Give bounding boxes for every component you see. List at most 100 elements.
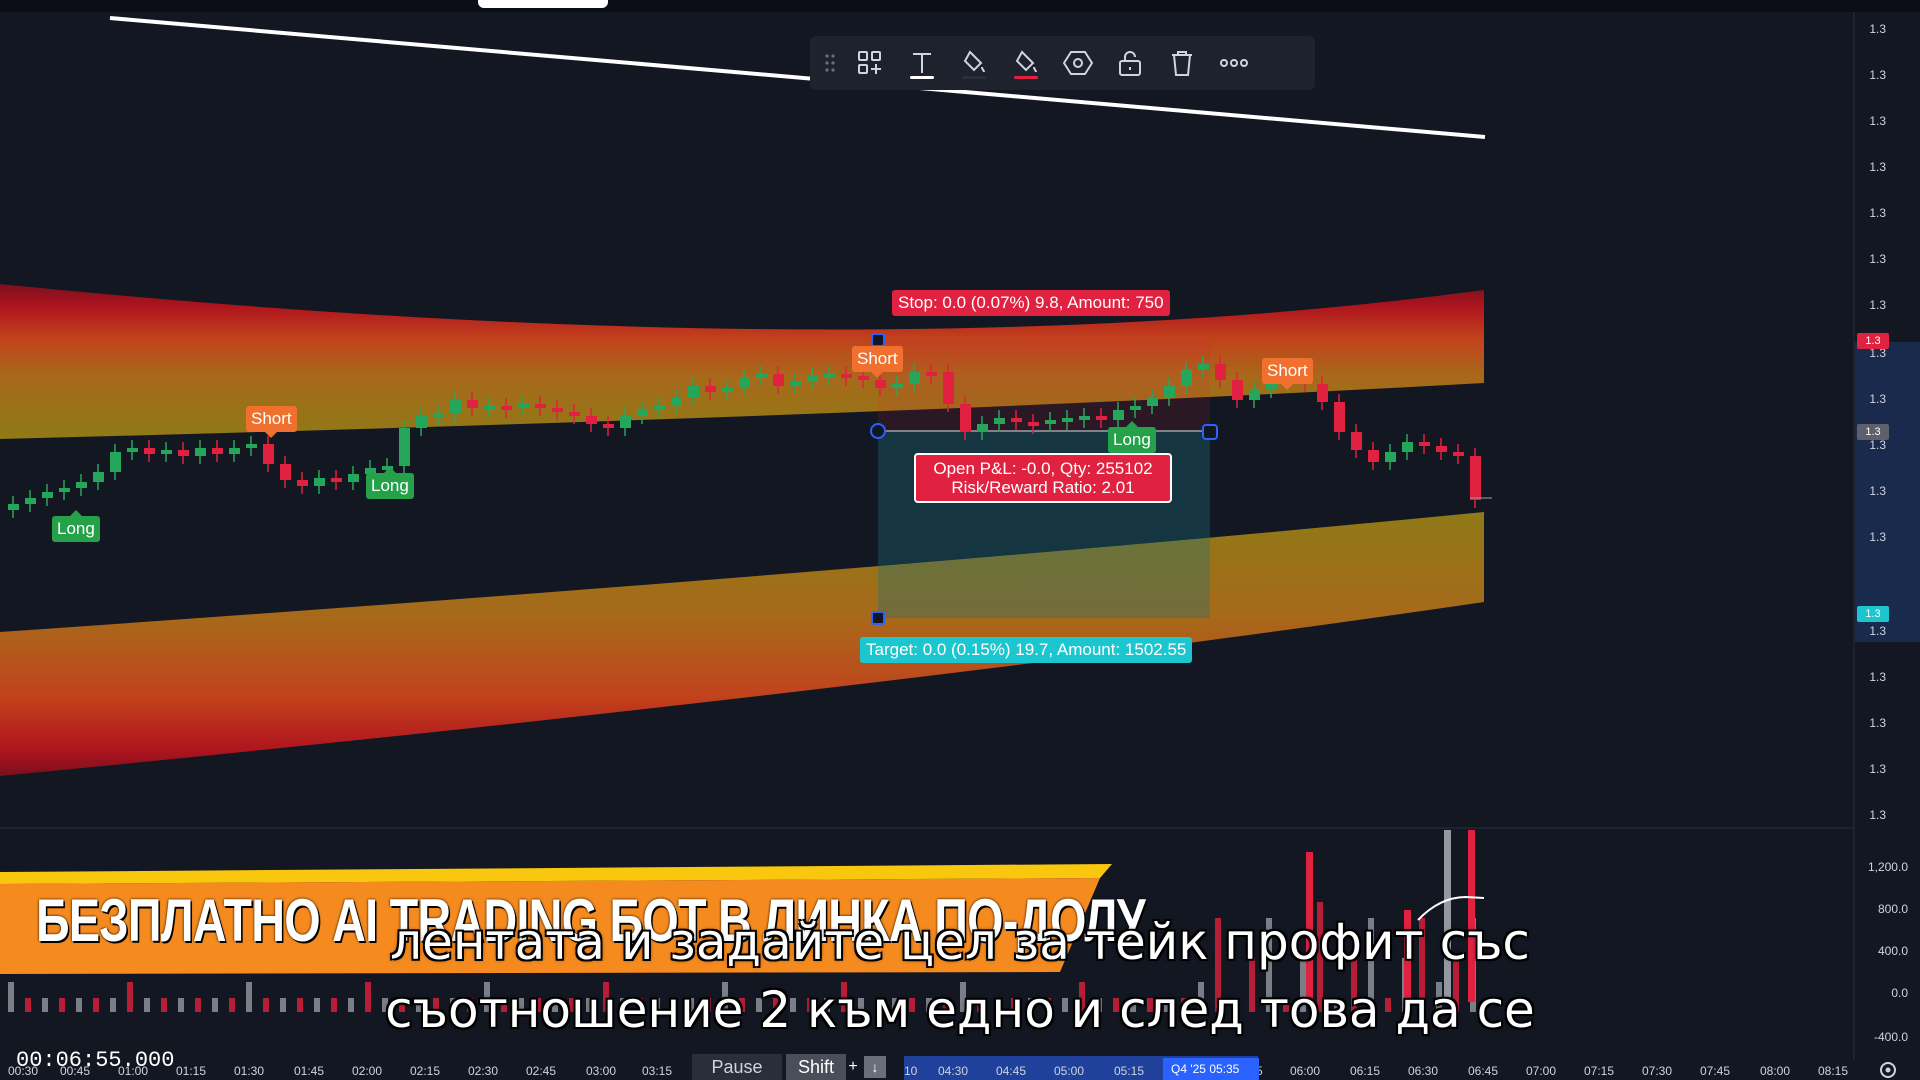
time-label: 05:00	[1054, 1064, 1085, 1078]
time-label: 01:30	[234, 1064, 265, 1078]
volume-bar	[1215, 918, 1221, 1012]
border-color-icon[interactable]	[1000, 41, 1052, 85]
candle-body	[1402, 442, 1413, 452]
banner-title: БЕЗПЛАТНО AI TRADING БОТ В ЛИНКА ПО-ДОЛУ	[36, 887, 1146, 954]
shift-key[interactable]: Shift	[786, 1054, 846, 1080]
settings-hexagon-icon[interactable]	[1052, 41, 1104, 85]
time-label: 06:30	[1408, 1064, 1439, 1078]
time-label: 06:15	[1350, 1064, 1381, 1078]
volume-bar	[1306, 852, 1313, 1002]
stop-label[interactable]: Stop: 0.0 (0.07%) 9.8, Amount: 750	[892, 290, 1170, 316]
target-label[interactable]: Target: 0.0 (0.15%) 19.7, Amount: 1502.5…	[860, 637, 1193, 663]
volume-bar	[229, 998, 235, 1012]
candle-body	[858, 376, 869, 380]
volume-bar	[25, 998, 31, 1012]
volume-bar	[654, 998, 660, 1012]
time-label: 00:30	[8, 1064, 39, 1078]
candle-body	[178, 450, 189, 456]
risk-reward-line: Risk/Reward Ratio: 2.01	[951, 478, 1135, 497]
candle-body	[1419, 442, 1430, 446]
volume-bar	[1198, 982, 1204, 1012]
pnl-box[interactable]: Open P&L: -0.0, Qty: 255102 Risk/Reward …	[914, 453, 1172, 503]
price-axis[interactable]: 1.3 1.3 1.3 1.3 1.3 1.3 1.3 1.3 1.3 1.3 …	[1854, 12, 1920, 1072]
volume-bar	[1368, 918, 1374, 1012]
long-signal: Long	[1108, 421, 1156, 453]
drawing-toolbar	[810, 36, 1315, 90]
candle-body	[977, 424, 988, 432]
volume-bar	[1300, 958, 1306, 1012]
object-tree-icon[interactable]	[844, 41, 896, 85]
promo-banner	[0, 864, 1112, 974]
candle-body	[1334, 402, 1345, 432]
time-label: 05:15	[1114, 1064, 1145, 1078]
candle-body	[212, 448, 223, 454]
candle-body	[42, 492, 53, 498]
pause-button[interactable]: Pause	[692, 1054, 782, 1080]
candle-body	[1045, 420, 1056, 424]
volume-bar	[943, 998, 949, 1012]
volume-bar	[348, 998, 354, 1012]
candle-body	[1436, 446, 1447, 452]
candle-body	[433, 414, 444, 418]
volume-bar	[1113, 998, 1119, 1012]
stop-handle	[871, 333, 885, 347]
volume-bar	[1351, 958, 1357, 1012]
top-tab[interactable]	[478, 0, 608, 8]
candle-body	[501, 406, 512, 410]
volume-bar	[467, 998, 473, 1012]
drag-handle-icon[interactable]	[816, 41, 844, 85]
price-label: 1.3	[1869, 762, 1886, 776]
volume-bar	[1096, 998, 1102, 1012]
unlock-icon[interactable]	[1104, 41, 1156, 85]
candle-body	[1096, 416, 1107, 420]
volume-bar	[76, 998, 82, 1012]
price-label: 1.3	[1869, 624, 1886, 638]
price-label: 1.3	[1869, 114, 1886, 128]
volume-bar	[1468, 830, 1475, 1002]
volume-bar	[212, 998, 218, 1012]
lower-band	[0, 512, 1484, 776]
fill-color-icon[interactable]	[948, 41, 1000, 85]
price-label: 1.3	[1869, 438, 1886, 452]
volume-bar	[637, 998, 643, 1012]
price-label: 1.3	[1869, 298, 1886, 312]
volume-bar	[569, 998, 575, 1012]
top-bar	[0, 0, 1920, 12]
gear-icon[interactable]	[1878, 1060, 1898, 1080]
volume-bar	[807, 998, 813, 1012]
short-signal: Short	[1262, 358, 1313, 390]
time-label: 04:45	[996, 1064, 1027, 1078]
candle-body	[127, 448, 138, 452]
volume-bar	[1062, 998, 1068, 1012]
candle-body	[76, 482, 87, 488]
candle-body	[1079, 416, 1090, 420]
candle-body	[1385, 452, 1396, 462]
quarter-time-label: 05:35	[1209, 1062, 1240, 1076]
time-label: 10	[904, 1064, 918, 1078]
text-tool-icon[interactable]	[896, 41, 948, 85]
candle-body	[688, 386, 699, 398]
price-label: 1.3	[1869, 160, 1886, 174]
candle-body	[1453, 452, 1464, 456]
down-arrow-key[interactable]: ↓	[864, 1056, 886, 1078]
volume-bar	[127, 982, 133, 1012]
price-label: 1.3	[1869, 346, 1886, 360]
time-label: 06:00	[1290, 1064, 1321, 1078]
long-signal: Long	[52, 510, 100, 542]
candle-body	[756, 374, 767, 378]
time-label: 02:45	[526, 1064, 557, 1078]
candle-body	[620, 416, 631, 428]
candle-body	[467, 400, 478, 408]
volume-bar	[1334, 998, 1340, 1012]
more-icon[interactable]	[1208, 41, 1260, 85]
volume-bar	[365, 982, 371, 1012]
time-label: 01:00	[118, 1064, 149, 1078]
candle-body	[705, 386, 716, 392]
trash-icon[interactable]	[1156, 41, 1208, 85]
current-price-tag: 1.3	[1857, 424, 1889, 440]
time-label: 01:15	[176, 1064, 207, 1078]
volume-bar	[433, 998, 439, 1012]
volume-bar	[110, 998, 116, 1012]
volume-bar	[1266, 918, 1272, 1012]
volume-bar	[42, 998, 48, 1012]
